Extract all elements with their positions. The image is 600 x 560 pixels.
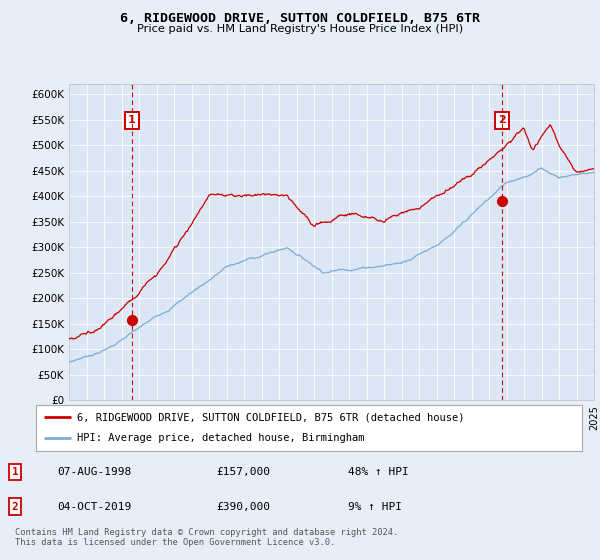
Text: 04-OCT-2019: 04-OCT-2019: [57, 502, 131, 511]
Text: 6, RIDGEWOOD DRIVE, SUTTON COLDFIELD, B75 6TR: 6, RIDGEWOOD DRIVE, SUTTON COLDFIELD, B7…: [120, 12, 480, 25]
Text: 9% ↑ HPI: 9% ↑ HPI: [348, 502, 402, 511]
Text: 07-AUG-1998: 07-AUG-1998: [57, 468, 131, 477]
Text: 48% ↑ HPI: 48% ↑ HPI: [348, 468, 409, 477]
Text: HPI: Average price, detached house, Birmingham: HPI: Average price, detached house, Birm…: [77, 433, 364, 444]
Text: 1: 1: [128, 115, 136, 125]
Text: 2: 2: [498, 115, 506, 125]
Text: £390,000: £390,000: [216, 502, 270, 511]
Text: £157,000: £157,000: [216, 468, 270, 477]
Text: Contains HM Land Registry data © Crown copyright and database right 2024.
This d: Contains HM Land Registry data © Crown c…: [15, 528, 398, 547]
Text: 1: 1: [11, 468, 19, 477]
Text: 6, RIDGEWOOD DRIVE, SUTTON COLDFIELD, B75 6TR (detached house): 6, RIDGEWOOD DRIVE, SUTTON COLDFIELD, B7…: [77, 412, 464, 422]
Text: Price paid vs. HM Land Registry's House Price Index (HPI): Price paid vs. HM Land Registry's House …: [137, 24, 463, 34]
Text: 2: 2: [11, 502, 19, 511]
